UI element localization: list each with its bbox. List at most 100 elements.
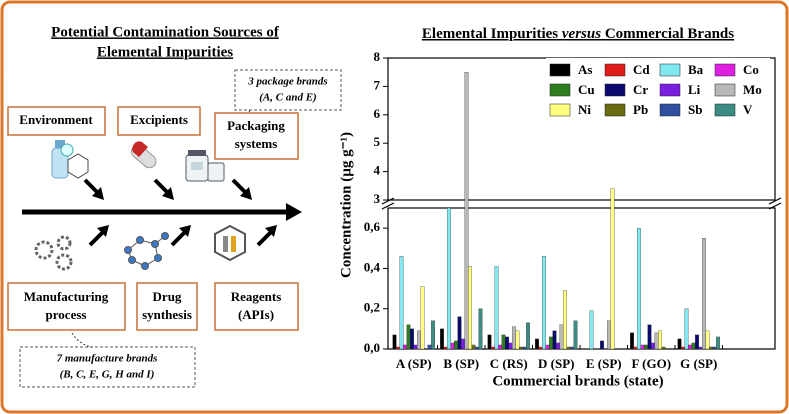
bar <box>399 256 404 350</box>
bar <box>413 344 418 350</box>
bar <box>556 342 560 350</box>
bar <box>633 346 638 350</box>
note: (A, C and E) <box>259 92 316 104</box>
source-box <box>214 282 299 331</box>
source-box <box>117 106 201 136</box>
diagram-title: Potential Contamination Sources of <box>51 24 280 40</box>
bar <box>494 266 499 350</box>
x-tick-label: G (SP) <box>680 356 717 371</box>
bar <box>396 346 400 350</box>
source-box <box>7 106 106 136</box>
bar <box>589 310 594 350</box>
note-arrow <box>71 332 93 348</box>
legend-swatch <box>659 83 681 97</box>
legend-label: Sb <box>688 102 702 117</box>
diagram: Potential Contamination Sources of Eleme… <box>7 24 342 388</box>
bar <box>637 227 641 350</box>
y-tick-label: 5 <box>374 134 381 149</box>
bar <box>559 324 564 350</box>
legend-label: V <box>743 102 753 117</box>
bar <box>447 207 451 350</box>
legend-swatch <box>549 83 571 97</box>
y-tick-label: 0,2 <box>364 300 380 315</box>
legend-label: Pb <box>633 102 648 117</box>
x-tick-label: A (SP) <box>396 356 432 371</box>
legend-label: Mo <box>743 82 762 97</box>
legend-swatch <box>604 63 626 77</box>
legend-swatch <box>659 63 681 77</box>
bar <box>677 338 682 350</box>
source-label: synthesis <box>142 307 192 322</box>
bar <box>647 324 652 350</box>
bar <box>681 346 685 350</box>
legend-label: Ba <box>688 62 704 77</box>
bar <box>515 330 520 350</box>
bar <box>570 346 574 350</box>
source-label: systems <box>235 136 278 151</box>
bar <box>644 344 648 350</box>
bar <box>542 256 546 350</box>
y-tick-label: 0,6 <box>364 219 381 234</box>
bar <box>702 238 706 350</box>
bar <box>478 308 483 350</box>
axis-break <box>768 197 782 205</box>
source-label: process <box>46 307 87 322</box>
legend-swatch <box>714 103 736 117</box>
legend-swatch <box>714 63 736 77</box>
small-arrows <box>83 178 277 247</box>
source-label: Manufacturing <box>24 289 109 304</box>
bar <box>431 320 435 350</box>
bar <box>512 326 516 350</box>
y-tick-label: 6 <box>374 106 381 121</box>
y-tick-label: 3 <box>374 191 381 206</box>
bar <box>443 346 448 350</box>
bar <box>716 336 720 350</box>
legend-label: As <box>578 62 592 77</box>
bar <box>475 346 479 350</box>
chart-title: Elemental Impurities versus Commercial B… <box>422 26 734 42</box>
title-part: versus <box>562 26 601 42</box>
bar <box>658 330 662 350</box>
bar <box>661 346 666 350</box>
note-box <box>19 346 196 388</box>
bar <box>450 342 455 350</box>
axis-break <box>768 202 782 210</box>
bar <box>709 346 713 350</box>
bar <box>566 346 571 350</box>
bar <box>487 334 492 350</box>
bar <box>403 344 407 350</box>
y-tick-label: 7 <box>374 77 381 92</box>
bar <box>573 320 578 350</box>
bar <box>410 328 414 350</box>
y-tick-label: 0,4 <box>364 259 381 274</box>
note: (B, C, E, G, H and I) <box>60 369 155 381</box>
legend-label: Co <box>743 62 759 77</box>
bar <box>607 320 611 350</box>
bar <box>651 342 655 350</box>
diagram-title: Elemental Impurities <box>97 44 233 60</box>
x-tick-label: B (SP) <box>443 356 479 371</box>
bar <box>406 324 411 350</box>
bar <box>519 346 523 350</box>
source-label: Drug <box>153 289 182 304</box>
x-tick-label: E (SP) <box>586 356 622 371</box>
source-box <box>7 282 126 331</box>
note-arrow <box>248 109 257 123</box>
bar <box>600 340 604 350</box>
note: 7 manufacture brands <box>57 353 158 365</box>
axis-break <box>381 202 395 210</box>
x-axis-label: Commercial brands (state) <box>492 373 663 389</box>
bar <box>705 330 710 350</box>
source-label: Environment <box>19 112 93 127</box>
bar <box>549 336 553 350</box>
title-part: Commercial Brands <box>601 26 734 42</box>
bar <box>630 332 634 350</box>
y-tick-label: 0,0 <box>364 340 380 355</box>
source-box <box>214 112 299 160</box>
bar <box>461 338 465 350</box>
bar <box>538 346 543 350</box>
source-label: Excipients <box>130 112 188 127</box>
legend-label: Cd <box>633 62 650 77</box>
